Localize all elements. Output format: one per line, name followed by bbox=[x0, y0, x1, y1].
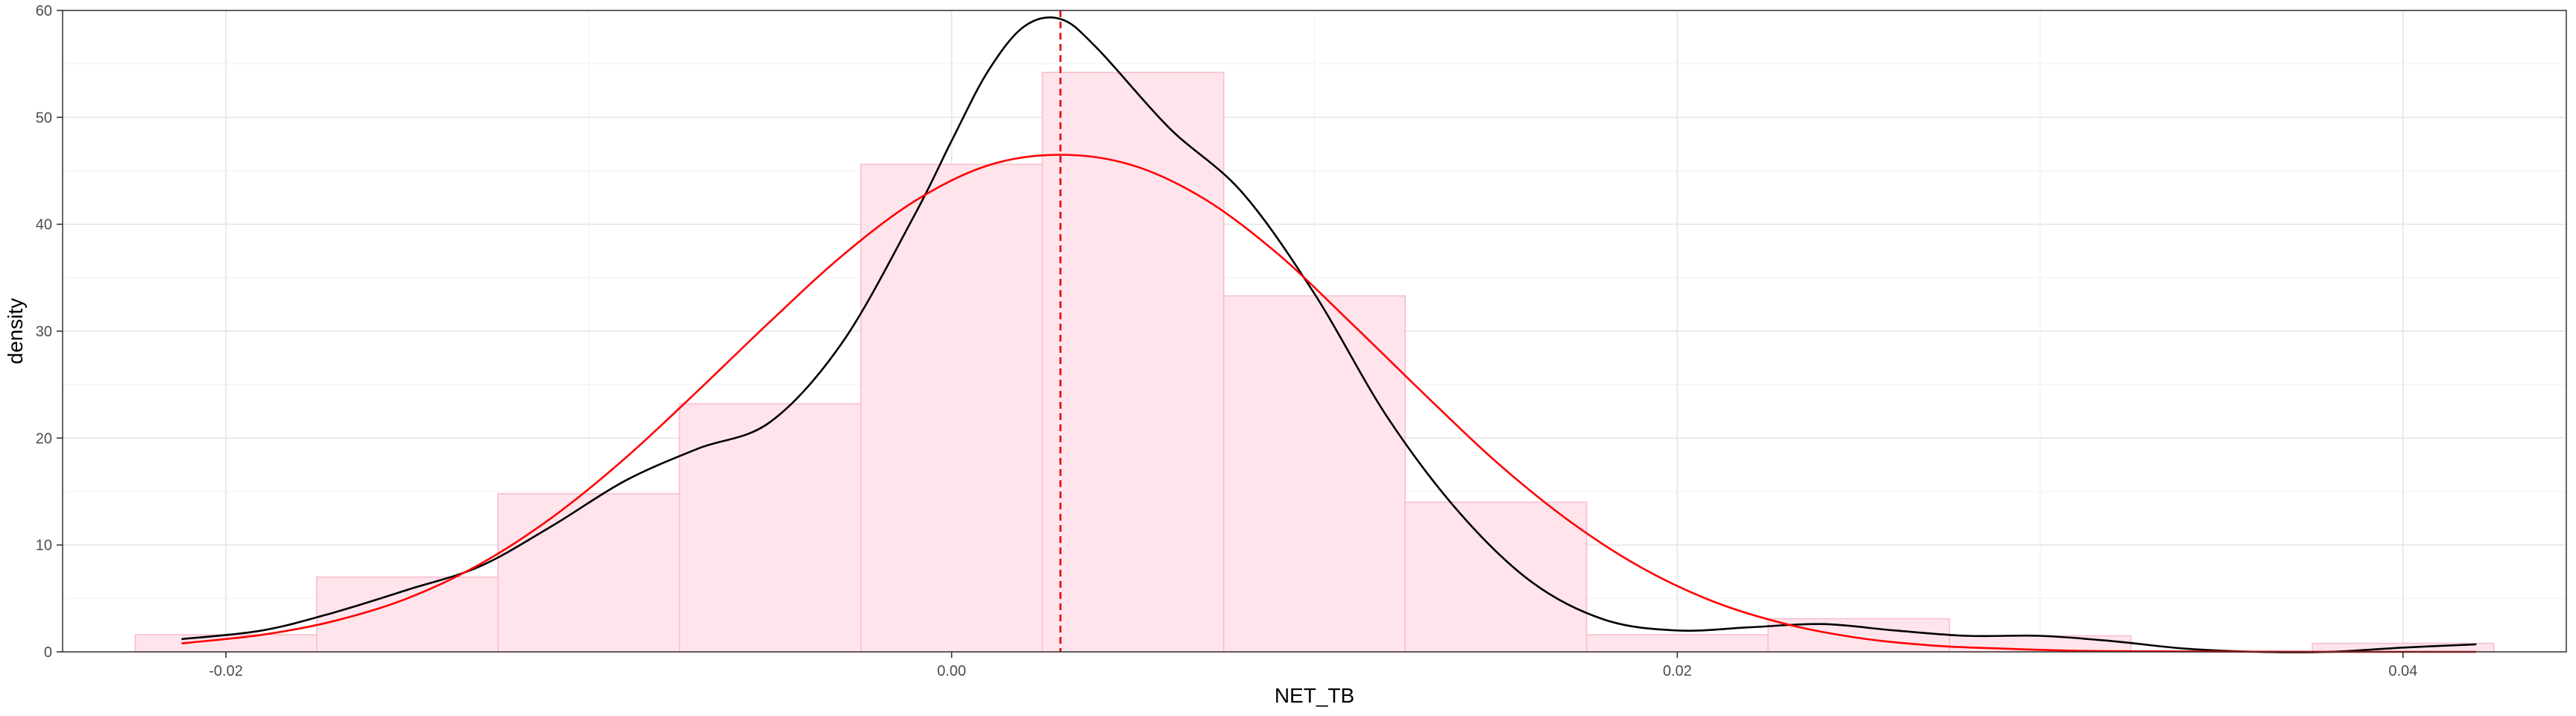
y-axis-ticks: 0 10 20 30 40 50 60 bbox=[36, 3, 63, 661]
x-axis-title: NET_TB bbox=[1275, 684, 1354, 707]
x-axis-ticks: -0.02 0.00 0.02 0.04 bbox=[209, 652, 2417, 679]
y-tick-label: 0 bbox=[44, 644, 52, 661]
x-tick-label: -0.02 bbox=[209, 663, 243, 679]
histogram-bar bbox=[678, 403, 862, 653]
histogram-bar bbox=[134, 634, 318, 653]
y-axis-title: density bbox=[4, 298, 27, 365]
y-tick-label: 60 bbox=[36, 3, 52, 19]
y-tick-label: 30 bbox=[36, 324, 52, 340]
x-tick-label: 0.00 bbox=[937, 663, 966, 679]
y-tick-label: 10 bbox=[36, 538, 52, 554]
histogram-bar bbox=[1585, 634, 1769, 653]
y-tick-label: 50 bbox=[36, 110, 52, 126]
y-tick-label: 20 bbox=[36, 430, 52, 447]
histogram-bars bbox=[134, 72, 2495, 653]
histogram-bar bbox=[1404, 501, 1588, 653]
density-lines bbox=[181, 16, 2477, 653]
histogram-bar bbox=[1041, 72, 1225, 653]
histogram-bar bbox=[1222, 295, 1407, 653]
x-tick-label: 0.04 bbox=[2388, 663, 2417, 679]
kernel-density-line bbox=[181, 16, 2477, 653]
x-tick-label: 0.02 bbox=[1663, 663, 1692, 679]
y-tick-label: 40 bbox=[36, 217, 52, 233]
normal-density-line bbox=[181, 154, 2477, 653]
histogram-bar bbox=[860, 163, 1044, 653]
histogram-bar bbox=[497, 493, 681, 653]
histogram-bar bbox=[315, 576, 499, 653]
